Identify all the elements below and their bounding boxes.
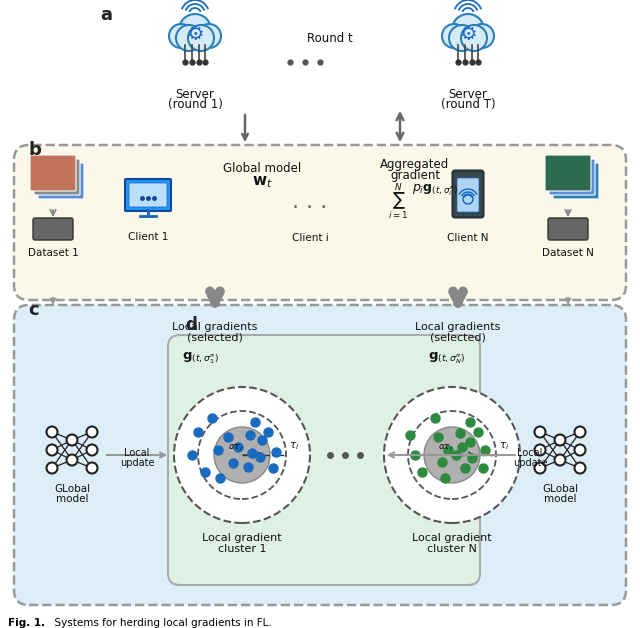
Text: Local: Local: [124, 448, 150, 458]
Text: gradient: gradient: [390, 169, 440, 182]
Text: Dataset 1: Dataset 1: [28, 248, 78, 258]
Text: b: b: [28, 141, 41, 159]
Text: a: a: [100, 6, 112, 24]
Text: cluster N: cluster N: [427, 544, 477, 554]
Text: $\alpha\tau_i$: $\alpha\tau_i$: [438, 443, 454, 453]
Circle shape: [452, 14, 484, 46]
Circle shape: [575, 426, 586, 438]
Text: Aggregated: Aggregated: [380, 158, 450, 171]
Text: c: c: [28, 301, 38, 319]
Circle shape: [67, 455, 77, 465]
Text: Round t: Round t: [307, 32, 353, 45]
Circle shape: [575, 462, 586, 474]
Text: Global model: Global model: [223, 162, 301, 175]
Circle shape: [424, 427, 480, 483]
FancyBboxPatch shape: [34, 159, 80, 195]
FancyBboxPatch shape: [38, 163, 84, 199]
Text: model: model: [544, 494, 576, 504]
FancyBboxPatch shape: [548, 218, 588, 240]
Text: $\sum_{i=1}^{N}$: $\sum_{i=1}^{N}$: [388, 182, 408, 222]
Circle shape: [442, 24, 466, 48]
FancyBboxPatch shape: [549, 159, 595, 195]
Text: $\mathbf{w}_t$: $\mathbf{w}_t$: [252, 174, 273, 190]
Circle shape: [86, 426, 97, 438]
Text: Dataset N: Dataset N: [542, 248, 594, 258]
Circle shape: [176, 25, 202, 51]
Text: · · ·: · · ·: [292, 198, 328, 218]
Text: (round 1): (round 1): [168, 98, 223, 111]
Text: Local: Local: [517, 448, 543, 458]
FancyBboxPatch shape: [14, 305, 626, 605]
Text: (selected): (selected): [187, 333, 243, 343]
Text: Local gradients: Local gradients: [415, 322, 500, 332]
Text: Systems for herding local gradients in FL.: Systems for herding local gradients in F…: [48, 618, 272, 628]
Text: update: update: [120, 458, 154, 468]
Circle shape: [47, 445, 58, 455]
Circle shape: [449, 25, 475, 51]
FancyBboxPatch shape: [129, 183, 167, 207]
Text: GLobal: GLobal: [542, 484, 578, 494]
FancyBboxPatch shape: [452, 170, 483, 217]
FancyBboxPatch shape: [553, 163, 599, 199]
Circle shape: [179, 14, 211, 46]
Circle shape: [197, 24, 221, 48]
Text: update: update: [513, 458, 547, 468]
Text: Client 1: Client 1: [128, 232, 168, 242]
Text: Client N: Client N: [447, 233, 489, 243]
Circle shape: [47, 462, 58, 474]
FancyBboxPatch shape: [545, 155, 591, 191]
Circle shape: [188, 25, 214, 51]
Circle shape: [554, 455, 566, 465]
FancyBboxPatch shape: [30, 155, 76, 191]
Text: Client i: Client i: [292, 233, 328, 243]
Text: Local gradient: Local gradient: [202, 533, 282, 543]
Text: Local gradients: Local gradients: [172, 322, 258, 332]
Circle shape: [534, 445, 545, 455]
Text: ⚙: ⚙: [186, 24, 204, 43]
Circle shape: [86, 462, 97, 474]
Text: Server: Server: [449, 88, 488, 101]
Circle shape: [534, 426, 545, 438]
Text: $\mathbf{g}_{(t,\sigma_1^{\pi})}$: $\mathbf{g}_{(t,\sigma_1^{\pi})}$: [182, 350, 218, 365]
Text: d: d: [185, 316, 197, 334]
Circle shape: [461, 25, 487, 51]
Text: (selected): (selected): [430, 333, 486, 343]
Text: $\mathbf{g}_{(t,\sigma_N^{\pi})}$: $\mathbf{g}_{(t,\sigma_N^{\pi})}$: [428, 350, 466, 365]
Text: GLobal: GLobal: [54, 484, 90, 494]
FancyBboxPatch shape: [14, 145, 626, 300]
FancyBboxPatch shape: [125, 179, 171, 211]
Circle shape: [169, 24, 193, 48]
Circle shape: [47, 426, 58, 438]
Text: $\alpha\tau_i$: $\alpha\tau_i$: [228, 443, 244, 453]
Text: $\tau_i$: $\tau_i$: [289, 440, 300, 452]
Text: Fig. 1.: Fig. 1.: [8, 618, 45, 628]
Text: Server: Server: [175, 88, 214, 101]
Text: $\tau_i$: $\tau_i$: [499, 440, 509, 452]
Text: model: model: [56, 494, 88, 504]
Circle shape: [174, 387, 310, 523]
Circle shape: [534, 462, 545, 474]
Circle shape: [575, 445, 586, 455]
FancyBboxPatch shape: [168, 335, 480, 585]
Circle shape: [554, 435, 566, 445]
Circle shape: [86, 445, 97, 455]
Circle shape: [214, 427, 270, 483]
Text: $p_i\mathbf{g}_{(t,\sigma_i^{\pi})}$: $p_i\mathbf{g}_{(t,\sigma_i^{\pi})}$: [412, 182, 458, 198]
Text: ⚙: ⚙: [460, 24, 477, 43]
Text: Local gradient: Local gradient: [412, 533, 492, 543]
Circle shape: [67, 435, 77, 445]
Circle shape: [384, 387, 520, 523]
Text: cluster 1: cluster 1: [218, 544, 266, 554]
FancyBboxPatch shape: [33, 218, 73, 240]
Text: (round T): (round T): [441, 98, 495, 111]
FancyBboxPatch shape: [457, 178, 479, 212]
Circle shape: [470, 24, 494, 48]
